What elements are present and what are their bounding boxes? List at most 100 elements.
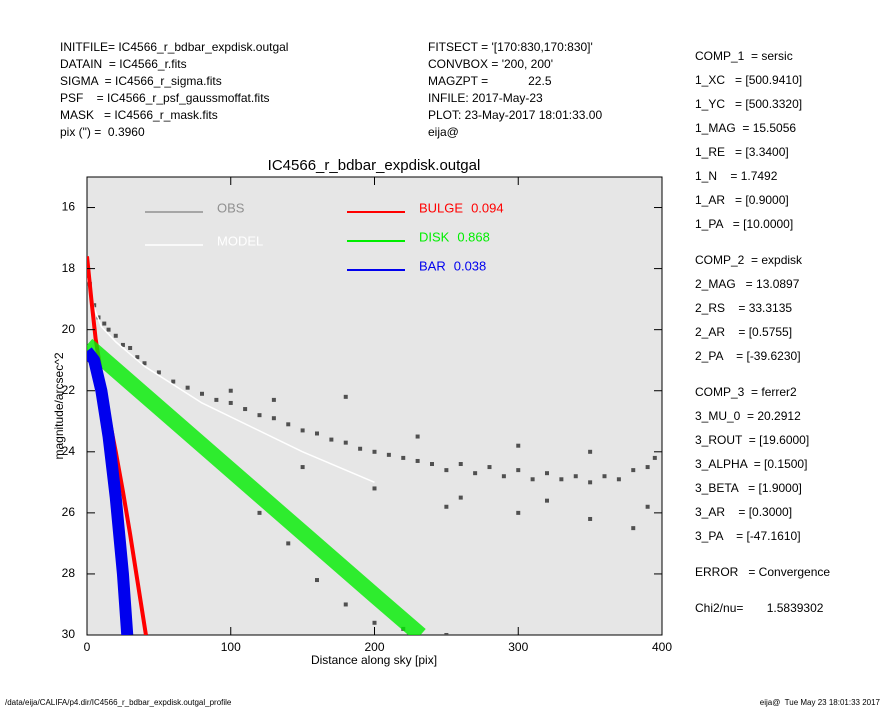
obs-point — [545, 471, 549, 476]
legend-label: BAR — [419, 258, 446, 273]
obs-point — [286, 422, 291, 427]
obs-point — [315, 578, 319, 583]
header-line: INFILE: 2017-May-23 — [428, 91, 543, 105]
x-tick-label: 0 — [84, 640, 91, 654]
obs-point — [652, 455, 657, 460]
obs-point — [559, 477, 564, 482]
obs-point — [228, 400, 233, 405]
obs-point — [473, 471, 478, 476]
obs-point — [120, 342, 125, 347]
obs-point — [645, 465, 650, 470]
obs-point — [214, 397, 219, 402]
param-line: 3_MU_0 = 20.2912 — [695, 409, 801, 423]
obs-point — [487, 465, 492, 470]
obs-point — [171, 379, 176, 384]
y-tick-label: 24 — [62, 444, 76, 458]
x-tick-label: 400 — [652, 640, 672, 654]
obs-point — [257, 510, 262, 515]
param-line: ERROR = Convergence — [695, 565, 830, 579]
param-line: Chi2/nu= 1.5839302 — [695, 601, 824, 615]
obs-point — [156, 370, 161, 375]
header-line: FITSECT = '[170:830,170:830]' — [428, 40, 593, 54]
param-line: 3_ALPHA = [0.1500] — [695, 457, 807, 471]
obs-point — [271, 416, 276, 421]
param-line: 1_XC = [500.9410] — [695, 73, 802, 87]
obs-point — [135, 355, 140, 360]
param-line: 2_RS = 33.3135 — [695, 301, 792, 315]
obs-point — [271, 397, 276, 402]
obs-point — [516, 510, 521, 515]
header-line: MAGZPT = 22.5 — [428, 74, 552, 88]
header-line: eija@ — [428, 125, 459, 139]
obs-point — [372, 620, 377, 625]
obs-point — [415, 458, 420, 463]
obs-point — [142, 361, 147, 366]
obs-point — [444, 633, 449, 635]
obs-point — [113, 333, 118, 338]
model-line — [87, 277, 375, 484]
obs-point — [300, 465, 305, 470]
obs-point — [102, 321, 107, 326]
y-axis-label: magnitude/arcsec^2 — [52, 352, 66, 459]
y-tick-label: 18 — [62, 261, 76, 275]
header-line: MASK = IC4566_r_mask.fits — [60, 108, 218, 122]
obs-point — [631, 526, 636, 531]
obs-point — [372, 449, 377, 454]
obs-point — [444, 468, 449, 473]
param-line: 1_PA = [10.0000] — [695, 217, 793, 231]
obs-point — [631, 468, 636, 473]
obs-point — [645, 504, 650, 509]
obs-point — [228, 388, 233, 393]
obs-point — [329, 437, 334, 442]
obs-point — [300, 428, 305, 433]
obs-point — [458, 495, 463, 500]
model-line — [87, 338, 426, 635]
param-line: 1_YC = [500.3320] — [695, 97, 802, 111]
obs-point — [530, 477, 535, 482]
header-line: PLOT: 23-May-2017 18:01:33.00 — [428, 108, 602, 122]
y-tick-label: 28 — [62, 566, 76, 580]
param-line: 3_AR = [0.3000] — [695, 505, 792, 519]
y-tick-label: 26 — [62, 505, 76, 519]
obs-point — [243, 407, 248, 412]
y-tick-label: 20 — [62, 322, 76, 336]
param-line: COMP_1 = sersic — [695, 49, 793, 63]
obs-point — [616, 477, 621, 482]
param-line: 2_MAG = 13.0897 — [695, 277, 800, 291]
obs-point — [286, 541, 291, 546]
obs-point — [545, 498, 549, 503]
y-tick-label: 30 — [62, 627, 76, 641]
x-tick-label: 300 — [508, 640, 528, 654]
param-line: COMP_2 = expdisk — [695, 253, 803, 267]
legend-fraction: 0.868 — [457, 229, 490, 244]
footer-date: eija@ Tue May 23 18:01:33 2017 — [760, 698, 881, 707]
param-line: 2_AR = [0.5755] — [695, 325, 792, 339]
param-line: 1_RE = [3.3400] — [695, 145, 789, 159]
param-line: 1_AR = [0.9000] — [695, 193, 789, 207]
obs-point — [106, 327, 111, 332]
model-line — [87, 347, 134, 635]
obs-point — [444, 504, 449, 509]
x-tick-label: 100 — [221, 640, 241, 654]
x-tick-label: 200 — [364, 640, 384, 654]
obs-point — [386, 452, 391, 457]
obs-point — [516, 468, 521, 473]
obs-point — [501, 474, 506, 479]
obs-point — [588, 480, 593, 485]
obs-point — [257, 413, 262, 418]
header-line: DATAIN = IC4566_r.fits — [60, 57, 187, 71]
header-line: SIGMA = IC4566_r_sigma.fits — [60, 74, 222, 88]
obs-point — [343, 394, 348, 399]
param-line: 1_MAG = 15.5056 — [695, 121, 796, 135]
obs-point — [588, 516, 593, 521]
param-line: COMP_3 = ferrer2 — [695, 385, 797, 399]
plot-marks — [87, 256, 657, 635]
legend-label: OBS — [217, 200, 245, 215]
obs-point — [315, 431, 319, 436]
param-line: 1_N = 1.7492 — [695, 169, 778, 183]
obs-point — [372, 486, 377, 491]
footer-path: /data/eija/CALIFA/p4.dir/IC4566_r_bdbar_… — [5, 698, 232, 707]
chart-title: IC4566_r_bdbar_expdisk.outgal — [268, 157, 481, 174]
legend-label: MODEL — [217, 233, 263, 248]
